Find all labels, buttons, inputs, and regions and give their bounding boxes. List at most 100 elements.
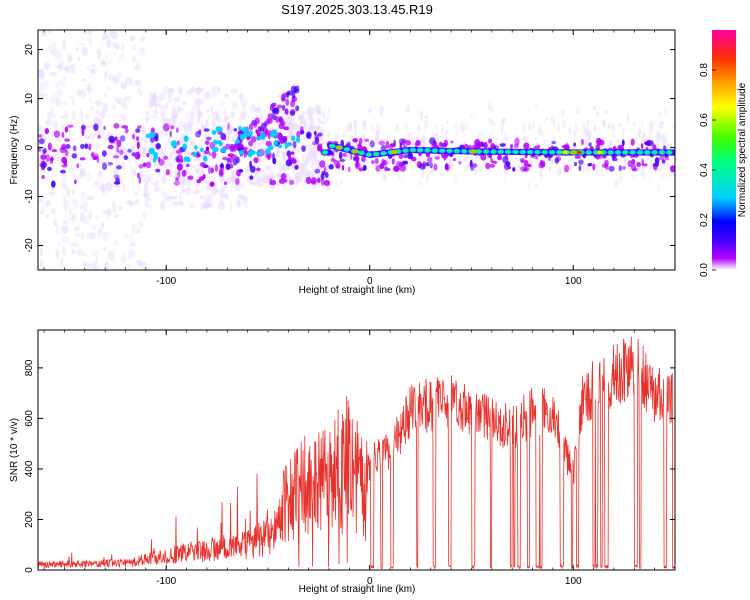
spectral-blob (570, 151, 576, 154)
spectral-blob (626, 114, 630, 122)
colorbar-tick-label: 0.0 (699, 263, 710, 277)
spectral-blob (312, 151, 317, 161)
spectral-blob (61, 180, 68, 191)
spectral-blob (306, 169, 314, 179)
spectral-blob (403, 149, 408, 153)
spectral-blob (48, 44, 52, 54)
spectral-blob (61, 184, 68, 189)
spectral-blob (116, 146, 119, 153)
spectral-blob (317, 132, 323, 137)
spectral-blob (104, 71, 108, 77)
spectral-blob (225, 129, 233, 137)
spectral-blob (194, 145, 198, 150)
spectral-blob (47, 166, 52, 172)
spectral-blob (253, 171, 260, 182)
spectral-blob (641, 165, 646, 170)
spectral-blob (310, 177, 317, 185)
spectral-blob (386, 167, 391, 172)
spectral-blob (664, 107, 667, 115)
spectral-blob (53, 219, 58, 227)
spectral-blob (485, 162, 491, 170)
spectral-blob (573, 142, 576, 147)
spectral-blob (205, 92, 212, 101)
spectral-blob (134, 80, 142, 87)
spectral-blob (175, 156, 180, 162)
spectral-blob (302, 167, 310, 177)
spectral-blob (348, 122, 352, 132)
spectral-blob (623, 150, 628, 154)
spectral-blob (113, 167, 117, 176)
spectral-blob (336, 146, 342, 149)
spectral-blob (81, 128, 85, 137)
spectral-blob (138, 47, 146, 56)
spectral-blob (113, 181, 121, 185)
spectral-blob (573, 131, 577, 137)
spectral-blob (469, 112, 474, 118)
spectral-blob (179, 191, 182, 201)
spectral-blob (465, 164, 470, 170)
spectral-blob (388, 144, 394, 150)
spectral-blob (85, 174, 92, 182)
spectral-blob (441, 122, 445, 132)
spectral-blob (46, 118, 52, 126)
spectral-blob (63, 198, 70, 208)
spectral-blob (353, 119, 358, 130)
spectral-blob (50, 49, 55, 55)
spectral-blob (71, 190, 75, 196)
spectral-blob (236, 199, 242, 208)
spectral-blob (649, 177, 652, 184)
spectral-blob (207, 184, 211, 191)
spectral-blob (152, 157, 157, 163)
spectral-blob (303, 123, 308, 128)
spectral-blob (145, 110, 150, 116)
spectral-blob (362, 118, 367, 128)
spectral-blob (300, 136, 307, 142)
spectral-blob (195, 86, 202, 95)
spectral-blob (92, 260, 98, 268)
spectral-blob (446, 120, 449, 125)
spectral-blob (124, 263, 132, 269)
spectral-blob (62, 193, 66, 202)
spectral-blob (641, 131, 646, 137)
spectral-blob (134, 199, 141, 206)
spectral-blob (633, 121, 636, 126)
spectral-blob (79, 204, 85, 210)
spectral-blob (219, 171, 223, 176)
spectral-blob (124, 76, 133, 84)
spectral-blob (51, 148, 58, 153)
spectral-blob (296, 143, 299, 153)
spectral-blob (92, 156, 98, 161)
spectral-blob (84, 195, 90, 201)
spectral-blob (587, 129, 591, 141)
spectral-blob (641, 163, 648, 167)
spectral-blob (516, 156, 520, 163)
spectral-blob (79, 168, 85, 179)
spectral-blob (391, 157, 395, 165)
spectral-blob (203, 201, 210, 210)
spectral-blob (68, 167, 75, 172)
spectral-blob (235, 183, 240, 192)
spectral-blob (154, 163, 161, 167)
spectral-blob (62, 171, 68, 182)
spectral-blob (445, 129, 449, 135)
spectrogram-marks (38, 30, 675, 270)
spectral-blob (87, 262, 94, 270)
spectral-blob (641, 138, 646, 143)
spectral-blob (338, 151, 343, 160)
spectral-blob (191, 141, 196, 146)
spectral-blob (207, 166, 211, 174)
spectral-blob (416, 124, 421, 134)
spectral-blob (360, 146, 367, 151)
spectral-blob (493, 145, 500, 150)
spectral-blob (82, 215, 90, 226)
spectral-blob (58, 63, 64, 73)
spectral-blob (212, 146, 219, 153)
spectral-blob (80, 107, 83, 117)
spectral-blob (334, 153, 339, 160)
spectral-blob (289, 179, 295, 186)
spectral-blob (56, 137, 61, 142)
spectral-blob (238, 114, 244, 123)
spectral-blob (194, 97, 202, 106)
spectral-blob (73, 233, 81, 237)
spectral-blob (313, 131, 317, 136)
